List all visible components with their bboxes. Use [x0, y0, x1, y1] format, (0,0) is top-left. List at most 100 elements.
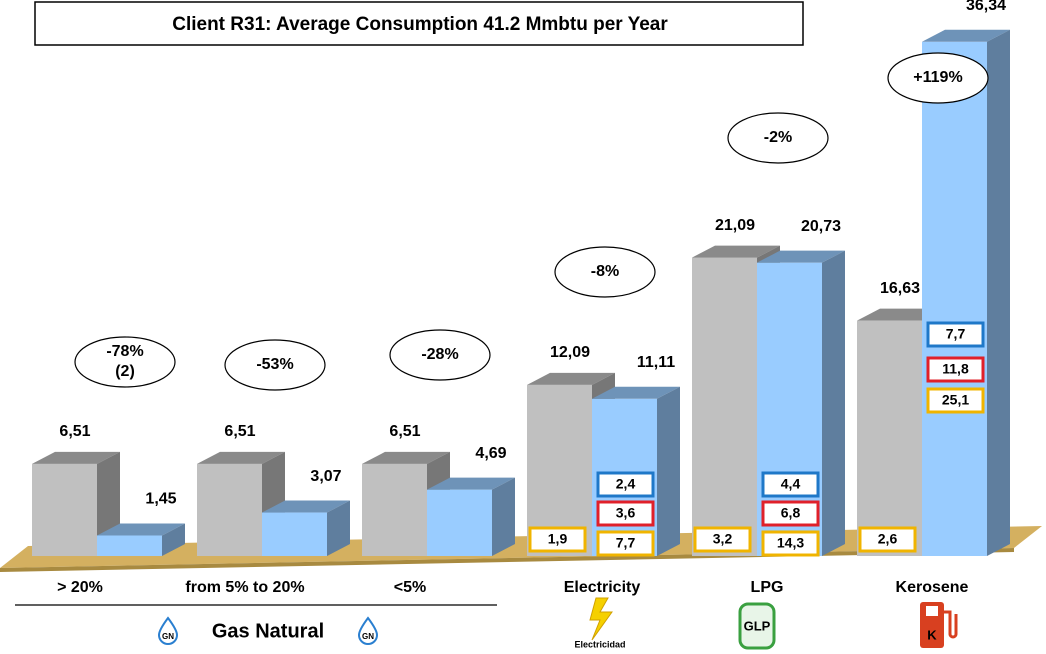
value-label: 12,09	[550, 344, 590, 361]
value-box-label: 3,6	[616, 505, 636, 521]
annotation: -78%	[106, 343, 143, 360]
bar	[427, 477, 515, 556]
bar-top	[97, 523, 185, 536]
annotation-ellipse	[389, 329, 491, 381]
annotation-ellipse	[727, 112, 829, 164]
x-tick-label: <5%	[394, 579, 426, 596]
annotation: -2%	[764, 129, 792, 146]
bar-top	[362, 451, 450, 464]
x-tick-label: Kerosene	[896, 579, 969, 596]
icon-label: GLP	[744, 618, 771, 633]
value-box-label: 3,2	[713, 531, 733, 547]
value-box	[926, 321, 985, 348]
value-label: 11,11	[637, 354, 675, 371]
pump-window	[926, 606, 938, 616]
bar-front	[362, 463, 427, 556]
bar-front	[427, 489, 492, 556]
bar	[97, 523, 185, 556]
value-box	[596, 530, 655, 557]
value-box	[761, 500, 820, 527]
icon-label: GN	[162, 632, 174, 641]
value-label: 36,34	[966, 0, 1006, 14]
bar-top	[427, 477, 515, 490]
tank-icon	[738, 602, 776, 650]
bar-front	[857, 320, 922, 556]
bar-top	[32, 451, 120, 464]
annotation-ellipse	[554, 246, 656, 298]
bar	[262, 500, 350, 556]
value-box-label: 2,6	[878, 531, 898, 547]
bar-top	[922, 29, 1010, 42]
annotation: +119%	[913, 69, 962, 86]
value-box-label: 25,1	[942, 392, 969, 408]
bolt-icon	[589, 597, 613, 641]
annotation: -28%	[421, 346, 458, 363]
bar-top	[527, 372, 615, 385]
bar-side	[822, 250, 845, 556]
value-label: 1,45	[145, 491, 176, 508]
icon-label: GN	[362, 632, 374, 641]
bar-front	[262, 512, 327, 556]
bar-top	[692, 245, 780, 258]
icon-label: Electricidad	[574, 639, 625, 649]
value-box-label: 7,7	[946, 326, 966, 342]
chart-title: Client R31: Average Consumption 41.2 Mmb…	[172, 14, 668, 35]
value-label: 6,51	[389, 423, 420, 440]
value-label: 6,51	[224, 423, 255, 440]
gas-icon	[157, 616, 179, 645]
icon-label: K	[927, 627, 937, 642]
x-tick-label: Electricity	[564, 579, 641, 596]
value-box	[761, 471, 820, 498]
value-box-label: 14,3	[777, 535, 804, 551]
bar	[362, 451, 450, 556]
annotation-ellipse	[887, 52, 989, 104]
annotation: -53%	[256, 356, 293, 373]
value-label: 6,51	[59, 423, 90, 440]
annotation: (2)	[115, 363, 135, 380]
bar-front	[922, 41, 987, 556]
bar-top	[592, 386, 680, 399]
annotation: -8%	[591, 263, 619, 280]
value-box	[693, 526, 752, 553]
bar-front	[692, 257, 757, 556]
bar-front	[197, 463, 262, 556]
value-box	[926, 356, 985, 383]
bar-side	[657, 386, 680, 556]
value-box	[761, 530, 820, 557]
annotation-ellipse	[74, 336, 176, 388]
value-label: 21,09	[715, 217, 755, 234]
bar-side	[492, 477, 515, 556]
value-box	[926, 387, 985, 414]
value-label: 16,63	[880, 280, 920, 297]
value-box-label: 2,4	[616, 476, 636, 492]
icons	[157, 597, 958, 650]
value-box-label: 7,7	[616, 535, 636, 551]
value-box-label: 1,9	[548, 531, 568, 547]
bar-front	[32, 463, 97, 556]
x-tick-label: from 5% to 20%	[185, 579, 304, 596]
bar-side	[987, 29, 1010, 556]
bar-side	[162, 523, 185, 556]
value-label: 4,69	[475, 445, 506, 462]
value-label: 20,73	[801, 218, 841, 235]
value-box	[596, 500, 655, 527]
value-box	[528, 526, 587, 553]
pump-hose	[944, 610, 958, 639]
annotation-ellipse	[224, 339, 326, 391]
value-label: 3,07	[310, 468, 341, 485]
bar	[922, 29, 1010, 556]
bar-side	[327, 500, 350, 556]
bar-front	[97, 535, 162, 556]
value-box-label: 4,4	[781, 476, 801, 492]
x-tick-label: > 20%	[57, 579, 103, 596]
x-tick-label: LPG	[751, 579, 784, 596]
group-label: Gas Natural	[212, 620, 324, 642]
bar-top	[197, 451, 285, 464]
bar-top	[757, 250, 845, 263]
value-box	[858, 526, 917, 553]
gas-icon	[357, 616, 379, 645]
bar-top	[262, 500, 350, 513]
value-box	[596, 471, 655, 498]
title-box	[34, 1, 804, 46]
